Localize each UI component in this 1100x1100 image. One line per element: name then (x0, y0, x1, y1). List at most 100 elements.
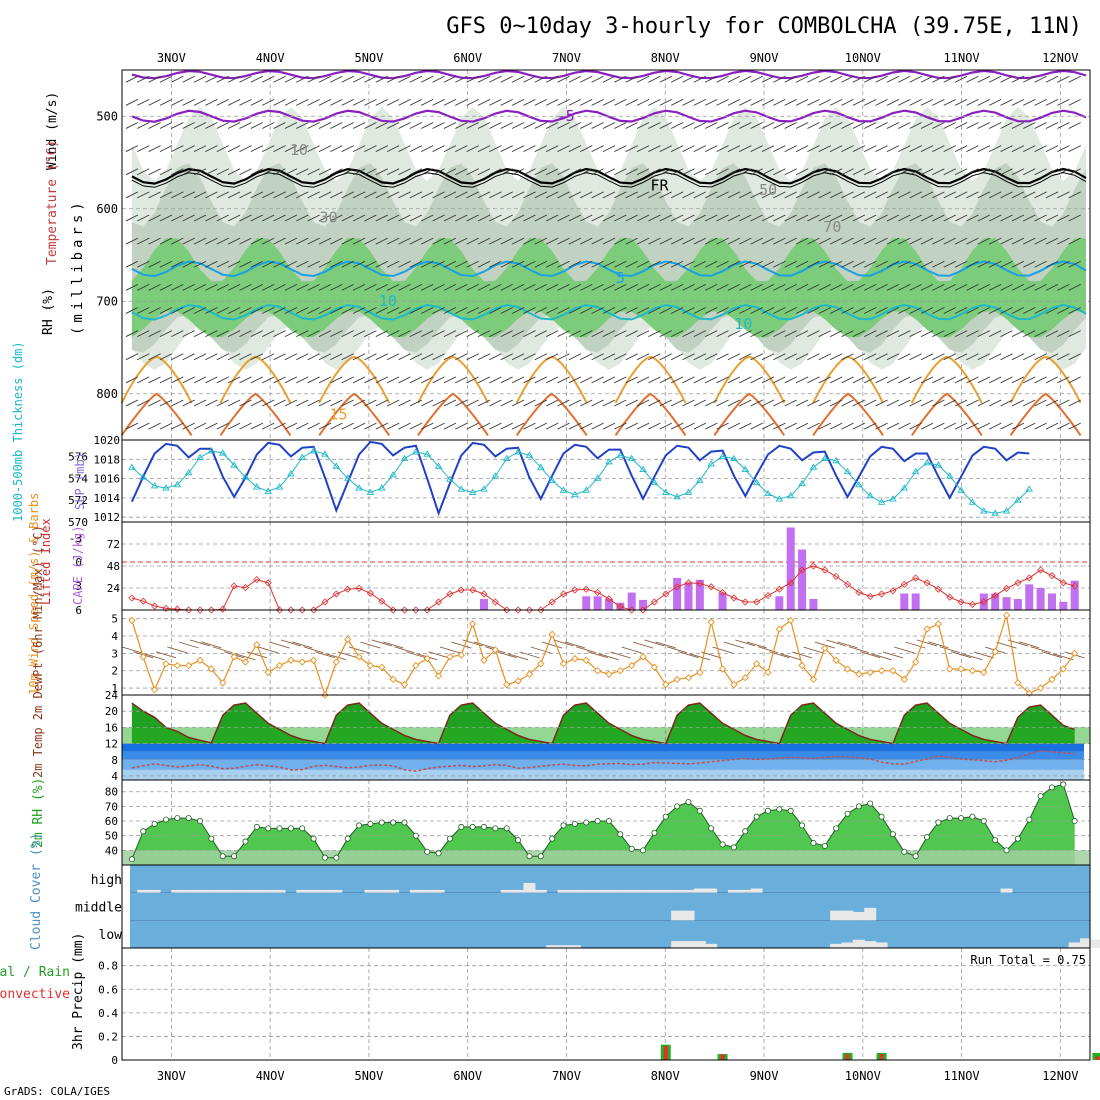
thickness-ylabels: 1000-500mb Thickness (dm) SLP (mb) (11, 341, 87, 522)
rh-point-26 (424, 848, 431, 855)
wind-barb (1057, 330, 1070, 338)
wind-barb (193, 237, 207, 245)
wind-barb (580, 330, 593, 338)
wind-barb (795, 214, 809, 222)
wind-barb (171, 422, 184, 430)
wind-barb (171, 191, 184, 199)
thickness-line (131, 450, 1030, 514)
thickness-point-5 (184, 468, 193, 476)
wind-barb (352, 98, 366, 106)
wind-barb (511, 283, 525, 291)
wind-barb (852, 307, 866, 314)
rh-point-20 (356, 822, 363, 829)
temp-tick-24: 24 (105, 689, 119, 702)
wind-barb (625, 168, 638, 176)
wind-barb (284, 145, 298, 153)
li-point-56 (764, 592, 772, 600)
thickness-point-52 (718, 452, 727, 459)
thickness-point-0 (128, 463, 136, 470)
cape-bar-79 (1025, 584, 1034, 610)
wind-barb (932, 214, 945, 222)
wind-point-6 (196, 656, 204, 664)
wind-point-62 (832, 656, 840, 664)
wind-barb (545, 75, 559, 83)
rh-point-11 (253, 823, 260, 830)
wind-barb (1068, 422, 1081, 430)
temp-tick-8: 8 (111, 754, 118, 767)
wind-barb (818, 283, 831, 291)
wind-barb (932, 75, 945, 83)
wind-barb-46 (644, 639, 665, 647)
wind-barb-68 (894, 646, 915, 654)
wind-barb (398, 307, 411, 314)
wind-barb (1000, 168, 1013, 176)
wind-barb-16 (303, 646, 324, 654)
wind-barb (943, 168, 956, 176)
wind-barb (375, 145, 388, 153)
wind-barb (784, 399, 797, 407)
wind-barb (1011, 376, 1025, 384)
top-date-9nov: 9NOV (750, 51, 779, 65)
wind-barb (341, 353, 354, 361)
isotherm-20-arc (219, 392, 292, 436)
wind-barb (125, 422, 139, 430)
cloud-high-bar-55 (750, 888, 763, 893)
wind-barb (443, 260, 457, 268)
rh-point-58 (787, 807, 794, 814)
rh-point-49 (685, 798, 692, 805)
wind-barb (1011, 237, 1025, 245)
wind-barb (625, 122, 638, 129)
cloud-high-bar-4 (171, 889, 184, 893)
isotherm-15-arc (713, 355, 786, 404)
wind-barb (966, 98, 979, 106)
wind-barb (693, 283, 707, 291)
wind-barb-22 (371, 639, 392, 647)
wind-barb (477, 422, 491, 430)
wind-barb (250, 122, 264, 129)
wind-barb (693, 260, 707, 268)
wind-barb (296, 168, 309, 176)
wind-barb (886, 330, 900, 338)
dewpt-line (131, 750, 1075, 772)
thickness-point-54 (741, 465, 750, 472)
wind-barb (795, 422, 809, 430)
wind-barb (761, 422, 775, 430)
wind-barb (227, 307, 241, 314)
wind-barb (682, 422, 695, 430)
wind-barb (159, 168, 173, 176)
wind-barb (330, 214, 343, 222)
wind-barb (852, 422, 866, 430)
wind-barb (284, 75, 298, 83)
wind-barb (557, 145, 570, 153)
wind-barb (864, 307, 877, 314)
thickness-point-7 (207, 447, 216, 454)
wind-barb (193, 399, 207, 407)
precip-conv-bar-85 (1095, 1056, 1100, 1060)
wind-barb (364, 307, 377, 314)
wind-point-59 (798, 661, 806, 670)
wind-barb (432, 191, 445, 199)
wind-barb (1068, 260, 1081, 268)
wind-barb (125, 168, 139, 176)
wind-barb (477, 307, 491, 314)
ylabel-slp: SLP (mb) (73, 452, 87, 510)
wind-barb (932, 145, 945, 153)
wind-barb (829, 145, 843, 153)
wind-barb (409, 168, 423, 176)
wind-barb (898, 330, 911, 338)
rh-tick-40: 40 (105, 844, 118, 857)
wind-barb-72 (939, 646, 960, 654)
wind-barb (375, 422, 388, 430)
wind-barb (148, 122, 161, 129)
isotherm-20-arc (1009, 392, 1082, 436)
cloud-low-bar-39 (568, 945, 581, 948)
wind-barb (341, 260, 354, 268)
wind-barb (193, 307, 207, 314)
wind-barb (898, 75, 911, 83)
wind-barb (352, 353, 366, 361)
wind-barb (227, 376, 241, 384)
wind-barb (193, 283, 207, 291)
wind-barb-49 (678, 651, 699, 659)
wind-point-21 (366, 661, 375, 670)
